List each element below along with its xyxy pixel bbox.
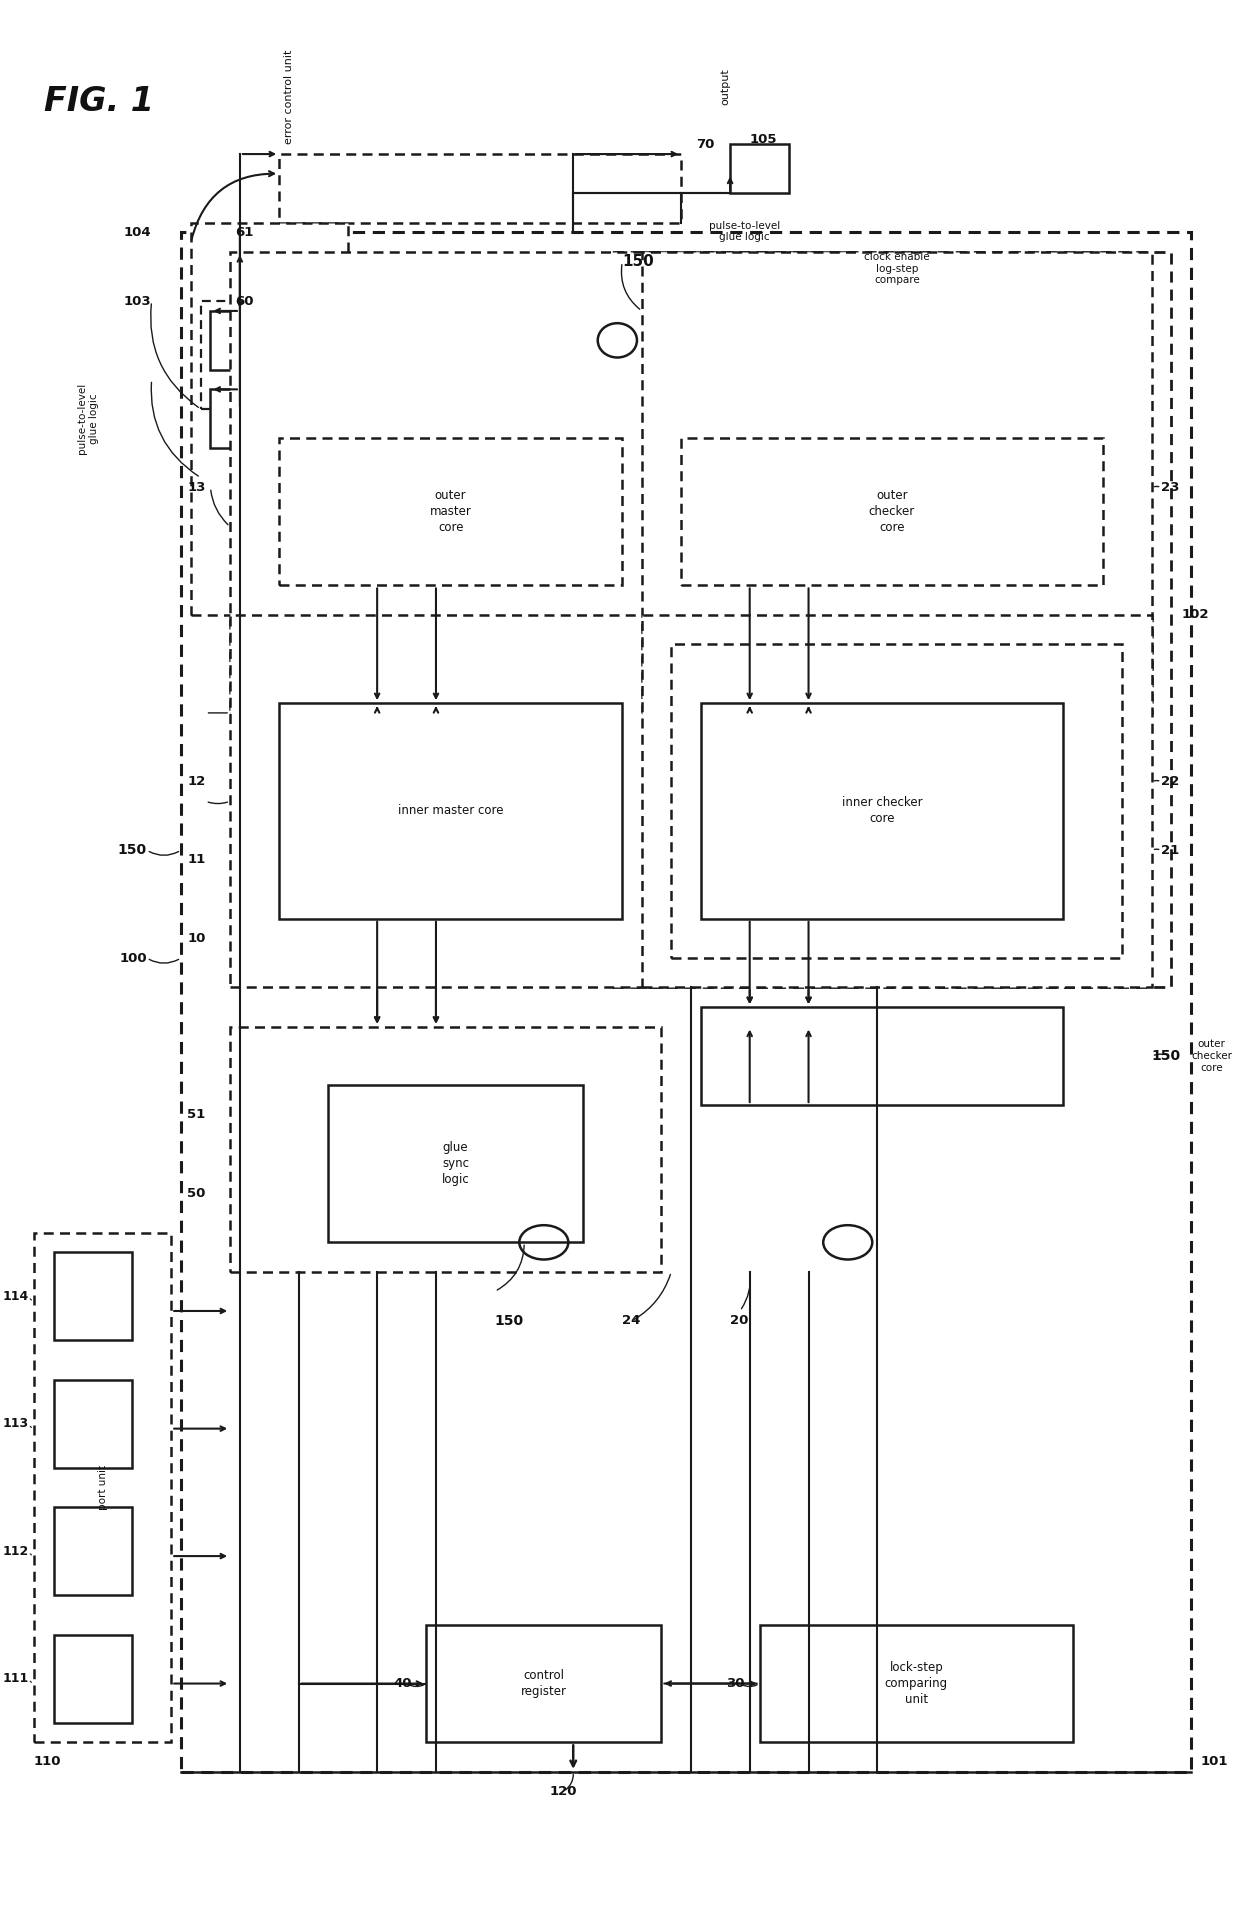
Bar <box>53 1252 131 1341</box>
Bar <box>279 439 622 585</box>
Text: 150: 150 <box>622 255 653 269</box>
Bar <box>231 616 661 988</box>
Bar <box>181 232 1190 1772</box>
Text: error control unit: error control unit <box>284 50 294 144</box>
Text: 101: 101 <box>1200 1755 1228 1768</box>
Bar <box>642 251 1152 713</box>
Text: control
register: control register <box>521 1669 567 1697</box>
Text: 50: 50 <box>187 1187 206 1201</box>
Text: FIG. 1: FIG. 1 <box>43 86 154 119</box>
Text: 20: 20 <box>730 1314 749 1327</box>
Text: outer
checker
core: outer checker core <box>869 489 915 535</box>
Text: outer
checker
core: outer checker core <box>1190 1040 1231 1072</box>
Bar <box>231 1026 661 1272</box>
Text: pulse-to-level
glue logic: pulse-to-level glue logic <box>709 221 780 242</box>
Text: 102: 102 <box>1182 608 1209 621</box>
Text: 12: 12 <box>187 775 206 788</box>
Bar <box>760 1625 1074 1742</box>
Bar <box>329 1086 583 1243</box>
Text: 10: 10 <box>187 932 206 946</box>
Text: 150: 150 <box>118 844 146 857</box>
Text: 70: 70 <box>696 138 714 152</box>
Text: inner checker
core: inner checker core <box>842 796 923 825</box>
Bar <box>613 251 1172 988</box>
Bar <box>201 301 319 409</box>
Bar <box>211 389 309 449</box>
Bar <box>642 251 848 370</box>
Text: 21: 21 <box>1162 844 1179 857</box>
Text: 103: 103 <box>124 295 151 307</box>
Text: 150: 150 <box>1152 1049 1180 1063</box>
Text: 113: 113 <box>2 1417 29 1431</box>
Text: 112: 112 <box>2 1544 29 1557</box>
Text: lock-step
comparing
unit: lock-step comparing unit <box>885 1661 947 1705</box>
Text: glue
sync
logic: glue sync logic <box>441 1141 470 1187</box>
Text: inner master core: inner master core <box>398 804 503 817</box>
Bar <box>53 1508 131 1596</box>
Bar <box>53 1379 131 1467</box>
Text: 51: 51 <box>187 1109 206 1122</box>
Bar <box>427 1625 661 1742</box>
Text: 111: 111 <box>2 1672 29 1686</box>
Bar <box>279 153 681 222</box>
Bar <box>211 311 309 370</box>
Text: 60: 60 <box>234 295 253 307</box>
Text: 24: 24 <box>622 1314 641 1327</box>
Text: 23: 23 <box>1162 481 1180 495</box>
Text: 100: 100 <box>119 951 146 965</box>
Bar <box>681 439 1102 585</box>
Text: 13: 13 <box>187 481 206 495</box>
Text: clock enable
log-step
compare: clock enable log-step compare <box>864 251 930 286</box>
Text: 11: 11 <box>187 854 206 867</box>
Text: 104: 104 <box>124 226 151 240</box>
Bar <box>53 1634 131 1722</box>
Bar <box>701 704 1064 919</box>
Bar <box>33 1233 171 1742</box>
Text: 120: 120 <box>549 1786 577 1797</box>
Text: 30: 30 <box>727 1676 745 1690</box>
Text: port unit: port unit <box>98 1465 108 1509</box>
Bar <box>730 144 789 194</box>
Text: 105: 105 <box>750 132 777 146</box>
Text: output: output <box>720 69 730 105</box>
Bar <box>671 644 1122 957</box>
Bar <box>642 616 1152 988</box>
Bar <box>279 704 622 919</box>
Text: 150: 150 <box>495 1314 525 1327</box>
Text: 61: 61 <box>234 226 253 240</box>
Text: outer
master
core: outer master core <box>430 489 471 535</box>
Text: 22: 22 <box>1162 775 1179 788</box>
Bar <box>191 222 347 616</box>
Text: 40: 40 <box>393 1676 412 1690</box>
Text: 114: 114 <box>2 1289 29 1302</box>
Text: pulse-to-level
glue logic: pulse-to-level glue logic <box>77 384 99 455</box>
Bar <box>701 1007 1064 1105</box>
Bar <box>231 251 661 713</box>
Text: 110: 110 <box>33 1755 62 1768</box>
Bar <box>652 282 740 330</box>
Bar <box>652 336 740 370</box>
